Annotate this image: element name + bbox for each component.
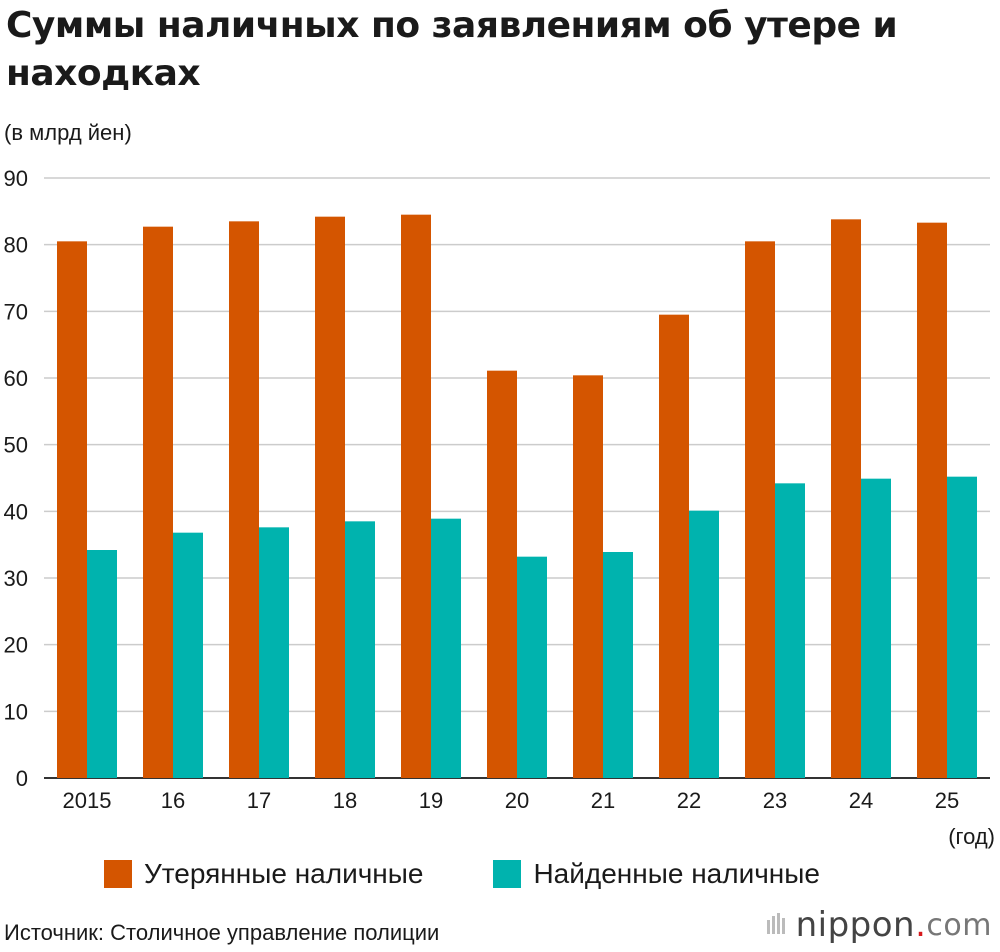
bar-found-23: [775, 483, 805, 778]
x-tick-label: 18: [333, 788, 357, 813]
y-tick-label: 30: [4, 566, 28, 591]
bar-found-18: [345, 521, 375, 778]
bar-lost-17: [229, 221, 259, 779]
x-tick-label: 2015: [63, 788, 112, 813]
x-tick-label: 22: [677, 788, 701, 813]
bar-found-16: [173, 532, 203, 778]
bar-lost-21: [573, 375, 603, 778]
legend-swatch-lost: [104, 860, 132, 888]
bar-found-2015: [87, 550, 117, 778]
y-tick-label: 90: [4, 166, 28, 191]
bar-found-22: [689, 510, 719, 778]
legend-swatch-found: [493, 860, 522, 888]
y-tick-label: 60: [4, 366, 28, 391]
bar-lost-16: [143, 226, 173, 778]
bar-found-19: [431, 518, 461, 778]
legend-label-found: Найденные наличные: [533, 858, 820, 889]
y-tick-label: 50: [4, 433, 28, 458]
y-tick-label: 10: [4, 699, 28, 724]
chart-title: Суммы наличных по заявлениям об утере и …: [6, 5, 898, 94]
legend-item-lost: Утерянные наличные: [104, 858, 423, 890]
x-tick-label: 21: [591, 788, 615, 813]
logo-name: nippon: [795, 905, 916, 945]
source-note: Источник: Столичное управление полиции: [4, 920, 440, 945]
y-tick-label: 0: [16, 766, 28, 791]
x-tick-label: 19: [419, 788, 443, 813]
x-tick-label: 23: [763, 788, 787, 813]
legend: Утерянные наличные Найденные наличные: [104, 858, 890, 890]
bar-chart: 0 10 20 30 40 50 60 70 80 90 2015 16 17 18 19 20 21 22 23 2…: [4, 166, 995, 849]
nippon-logo[interactable]: nippon. com: [766, 905, 992, 945]
bar-lost-22: [659, 314, 689, 778]
bar-lost-2015: [57, 241, 87, 779]
bar-lost-20: [487, 370, 517, 778]
x-tick-label: 25: [935, 788, 959, 813]
bar-lost-25: [917, 222, 947, 778]
bar-lost-23: [745, 241, 775, 779]
x-axis-unit-label: (год): [948, 824, 995, 849]
bar-lost-18: [315, 216, 345, 778]
legend-item-found: Найденные наличные: [493, 858, 820, 890]
x-tick-label: 24: [849, 788, 873, 813]
bar-found-25: [947, 476, 977, 778]
legend-label-lost: Утерянные наличные: [144, 858, 424, 889]
bar-found-24: [861, 478, 891, 778]
y-tick-label: 20: [4, 633, 28, 658]
bar-found-21: [603, 552, 633, 778]
nippon-logo-icon: [766, 913, 785, 934]
y-axis-unit-label: (в млрд йен): [4, 120, 132, 145]
bar-lost-19: [401, 214, 431, 778]
x-tick-label: 20: [505, 788, 529, 813]
y-tick-label: 70: [4, 299, 28, 324]
bar-found-20: [517, 556, 547, 778]
y-tick-label: 40: [4, 499, 28, 524]
y-tick-label: 80: [4, 233, 28, 258]
x-tick-label: 16: [161, 788, 185, 813]
bar-found-17: [259, 527, 289, 778]
x-tick-label: 17: [247, 788, 271, 813]
logo-dot: .: [915, 905, 927, 945]
bar-lost-24: [831, 219, 861, 779]
logo-tld: com: [926, 907, 992, 943]
